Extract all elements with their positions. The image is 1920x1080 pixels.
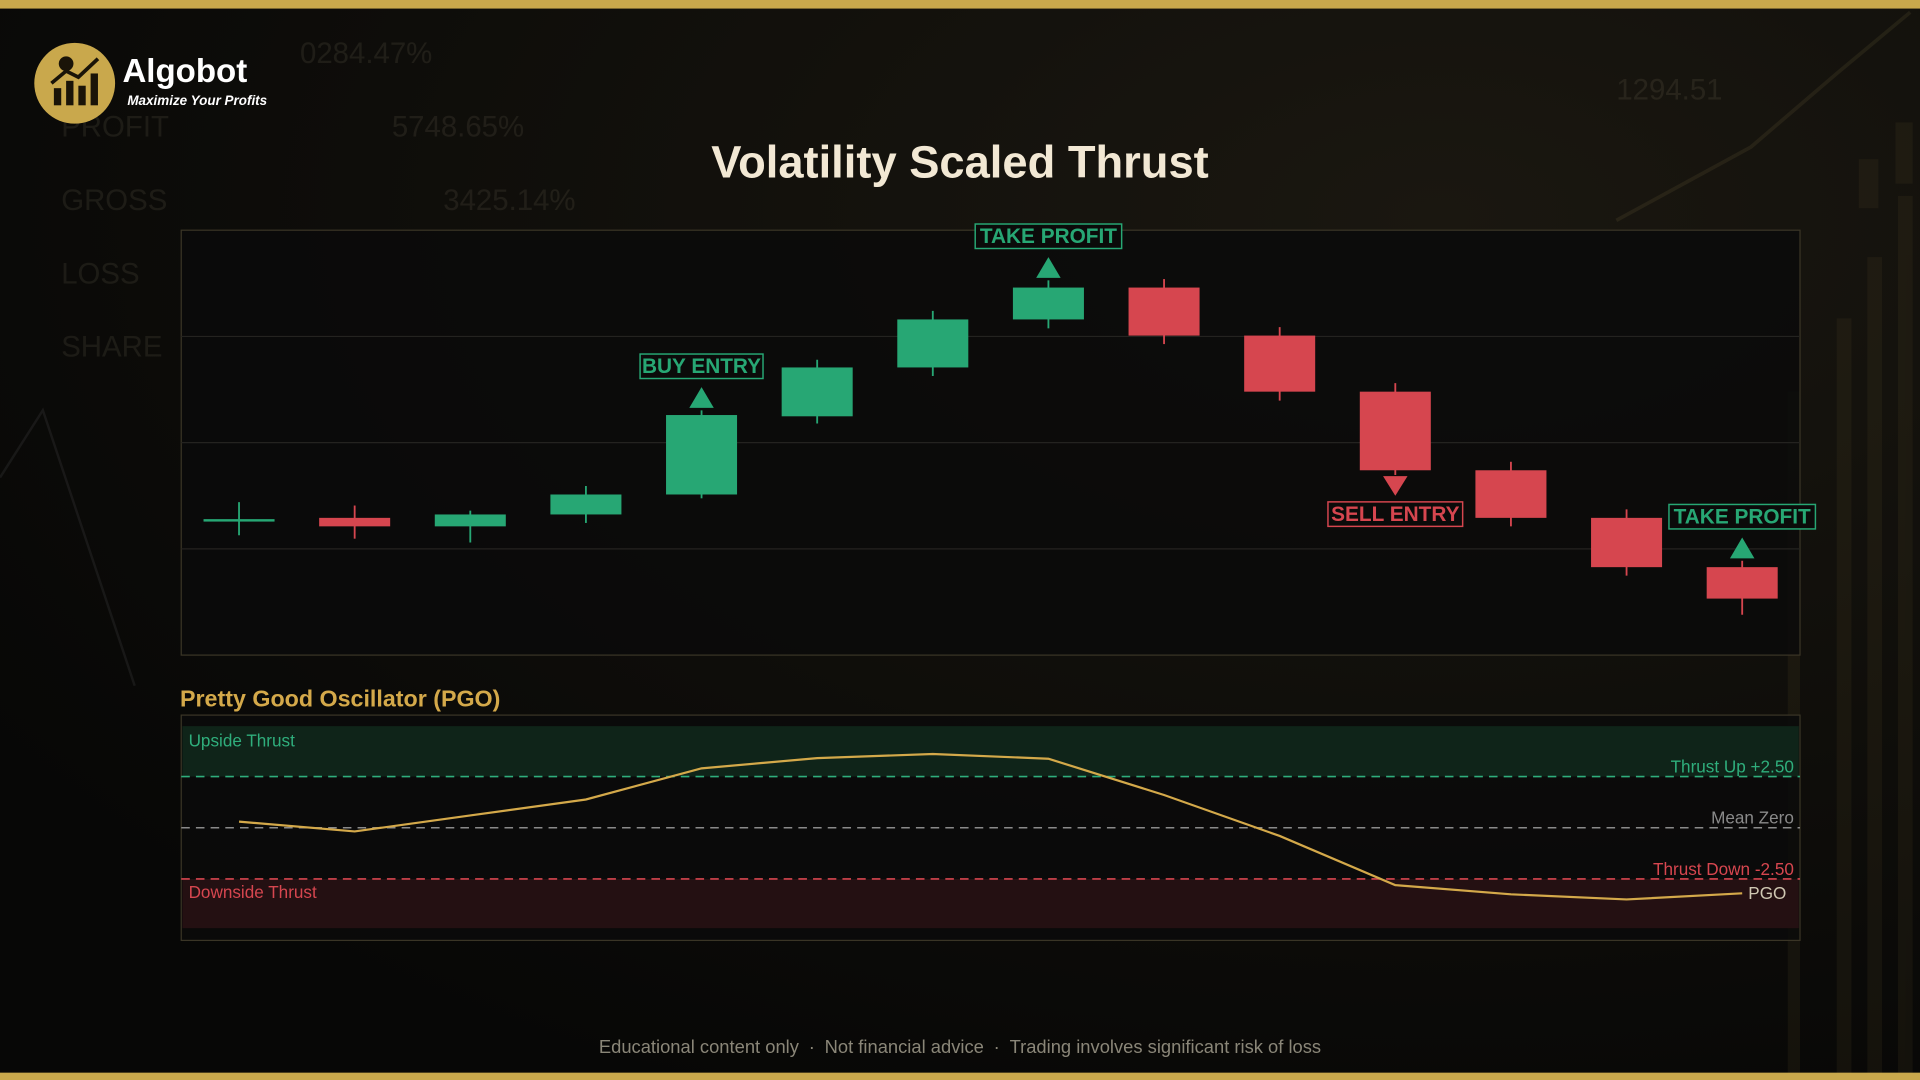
oscillator-line [238,752,1743,901]
background-texts: 0284.47%PROFIT 5748.65%GROSS 3425.14%LOSSS… [61,37,1722,364]
zone-label: Downside Thrust [189,882,317,902]
candle-body [1012,287,1084,320]
tagline: Maximize Your Profits [127,93,267,108]
logo-badge [34,42,116,124]
candle-body [897,319,969,368]
zone [182,878,1799,929]
candle-body [434,514,506,527]
zone-label: Upside Thrust [189,731,296,751]
candle-body [781,367,853,417]
oscillator-chart: Upside Thrust Downside Thrust Thrust Up +2… [181,726,1800,929]
bottom-border [0,1072,1920,1080]
background-text: GROSS [61,184,167,217]
signal-arrow [1036,257,1061,278]
price-chart: BUY ENTRY TAKE PROFIT SELL ENTRY TAKE PROFI… [181,223,1817,615]
logo-icon [66,80,74,106]
background-text: SHARE [61,331,162,364]
logo-icon [53,88,62,106]
candle-body [666,415,738,495]
footer-item: Educational content only [599,1036,800,1057]
signal-label-box [974,223,1123,250]
logo-icon [90,73,98,106]
signal-arrow [1383,476,1408,496]
reference-label: Thrust Up +2.50 [1671,757,1794,777]
candle-body [1244,335,1316,392]
logo-icon [50,57,100,85]
background-text: 3425.14% [443,184,575,217]
background-text: 5748.65% [392,110,524,143]
signal-label: BUY ENTRY [642,355,761,378]
brand: Algobot [122,53,247,90]
signal-arrow [1729,537,1755,559]
signal-label-box [639,353,764,380]
footer-item: Not financial advice [825,1036,984,1057]
candle-body [1128,287,1200,336]
candle-body [1359,391,1431,471]
reference-label: Thrust Down -2.50 [1653,859,1794,879]
footer: Educational content only · Not financial a… [599,1036,1321,1057]
candle-body [1706,567,1778,599]
signal-arrow [689,387,714,408]
footer-separator: · [994,1036,1000,1057]
candle-body [1475,470,1547,518]
signal-label-box [1668,503,1817,530]
oscillator-title: Pretty Good Oscillator (PGO) [180,686,500,712]
signal-label: SELL ENTRY [1331,503,1459,526]
zone [182,726,1799,777]
logo-icon [58,56,74,72]
logo: Algobot Maximize Your Profits [34,42,268,124]
top-border [0,0,1920,9]
candle-body [319,517,391,527]
signal-label: TAKE PROFIT [980,225,1117,248]
background-decoration [0,10,1913,1078]
signal-label-box [1327,501,1464,528]
footer-separator: · [809,1036,815,1057]
footer-item: Trading involves significant risk of los… [1010,1036,1322,1057]
background-text: 0284.47% [300,37,432,70]
signal-label: TAKE PROFIT [1674,505,1811,528]
logo-icon [78,85,86,106]
background-text: LOSS [61,257,139,290]
candle-body [1591,517,1663,568]
background-text: 1294.51 [1616,74,1722,107]
candle-body [550,494,622,515]
candle-body [203,519,275,522]
chart-title: Volatility Scaled Thrust [711,136,1209,187]
series-label: PGO [1748,883,1786,903]
reference-label: Mean Zero [1711,808,1794,828]
